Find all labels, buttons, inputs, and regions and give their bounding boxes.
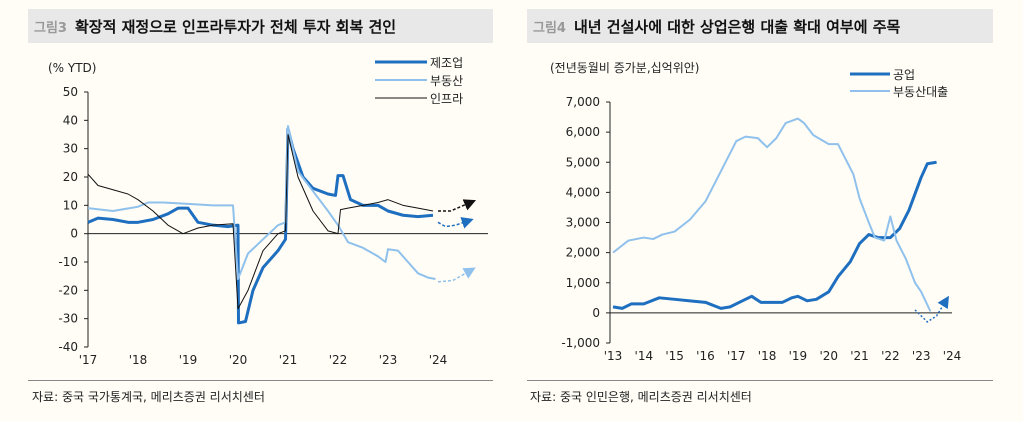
y-tick-label: -20 bbox=[58, 283, 78, 297]
x-tick-label: '14 bbox=[635, 349, 654, 363]
series-line-부동산 bbox=[87, 125, 436, 280]
x-tick-label: '20 bbox=[229, 353, 248, 367]
x-tick-label: '24 bbox=[429, 353, 448, 367]
y-tick-label: -30 bbox=[58, 312, 78, 326]
forecast-line bbox=[914, 295, 949, 323]
x-tick-label: '18 bbox=[129, 353, 148, 367]
x-tick-label: '24 bbox=[943, 349, 962, 363]
forecast-line-인프라 bbox=[438, 199, 477, 212]
y-tick-label: 7,000 bbox=[566, 95, 600, 109]
legend-label: 제조업 bbox=[430, 56, 463, 70]
legend-label: 부동산 bbox=[430, 74, 463, 88]
y-tick-label: 5,000 bbox=[566, 155, 600, 169]
chart1-rule bbox=[28, 380, 493, 381]
x-tick-label: '23 bbox=[912, 349, 931, 363]
y-tick-label: -10 bbox=[58, 255, 78, 269]
chart2-source: 자료: 중국 인민은행, 메리츠증권 리서치센터 bbox=[530, 390, 752, 404]
chart1-source: 자료: 중국 국가통계국, 메리츠증권 리서치센터 bbox=[32, 390, 265, 404]
series-line-제조업 bbox=[87, 127, 434, 325]
forecast-line-제조업 bbox=[437, 217, 474, 229]
y-tick-label: 40 bbox=[63, 113, 78, 127]
chart2-rule bbox=[527, 380, 993, 381]
y-tick-label: 1,000 bbox=[566, 276, 600, 290]
y-tick-label: 2,000 bbox=[566, 246, 600, 260]
chart1-title: 확장적 재정으로 인프라투자가 전체 투자 회복 견인 bbox=[74, 17, 397, 36]
x-tick-label: '23 bbox=[379, 353, 398, 367]
chart1-header: 그림3 확장적 재정으로 인프라투자가 전체 투자 회복 견인 bbox=[28, 9, 493, 43]
legend-label: 인프라 bbox=[430, 92, 463, 106]
x-tick-label: '18 bbox=[758, 349, 777, 363]
x-tick-label: '22 bbox=[881, 349, 900, 363]
series-line-인프라 bbox=[87, 134, 434, 310]
x-tick-label: '15 bbox=[665, 349, 684, 363]
forecast-line-부동산 bbox=[437, 267, 476, 283]
chart2-unit-label: (전년동월비 증가분,십억위안) bbox=[550, 61, 699, 75]
x-tick-label: '16 bbox=[696, 349, 715, 363]
series-line-부동산대출 bbox=[612, 117, 932, 312]
y-tick-label: 6,000 bbox=[566, 125, 600, 139]
y-tick-label: 0 bbox=[70, 227, 78, 241]
x-tick-label: '19 bbox=[789, 349, 808, 363]
chart2-title: 내년 건설사에 대한 상업은행 대출 확대 여부에 주목 bbox=[573, 17, 901, 36]
y-tick-label: 10 bbox=[63, 198, 78, 212]
x-tick-label: '21 bbox=[279, 353, 298, 367]
chart2-header: 그림4 내년 건설사에 대한 상업은행 대출 확대 여부에 주목 bbox=[527, 9, 993, 43]
legend-label: 부동산대출 bbox=[893, 85, 948, 99]
legend-label: 공업 bbox=[893, 68, 915, 82]
x-tick-label: '22 bbox=[329, 353, 348, 367]
chart1-unit-label: (% YTD) bbox=[48, 61, 96, 75]
y-tick-label: 3,000 bbox=[566, 216, 600, 230]
chart2-fig-label: 그림4 bbox=[533, 20, 566, 36]
x-tick-label: '17 bbox=[727, 349, 746, 363]
chart1-fig-label: 그림3 bbox=[34, 20, 67, 36]
y-tick-label: 30 bbox=[63, 142, 78, 156]
y-tick-label: -1,000 bbox=[561, 336, 600, 350]
y-tick-label: 0 bbox=[592, 306, 600, 320]
series-line-공업 bbox=[612, 160, 937, 310]
y-tick-label: -40 bbox=[58, 340, 78, 354]
y-tick-label: 4,000 bbox=[566, 185, 600, 199]
x-tick-label: '21 bbox=[850, 349, 869, 363]
y-tick-label: 50 bbox=[63, 85, 78, 99]
x-tick-label: '19 bbox=[179, 353, 198, 367]
y-tick-label: 20 bbox=[63, 170, 78, 184]
x-tick-label: '17 bbox=[79, 353, 98, 367]
x-tick-label: '20 bbox=[819, 349, 838, 363]
x-tick-label: '13 bbox=[604, 349, 623, 363]
